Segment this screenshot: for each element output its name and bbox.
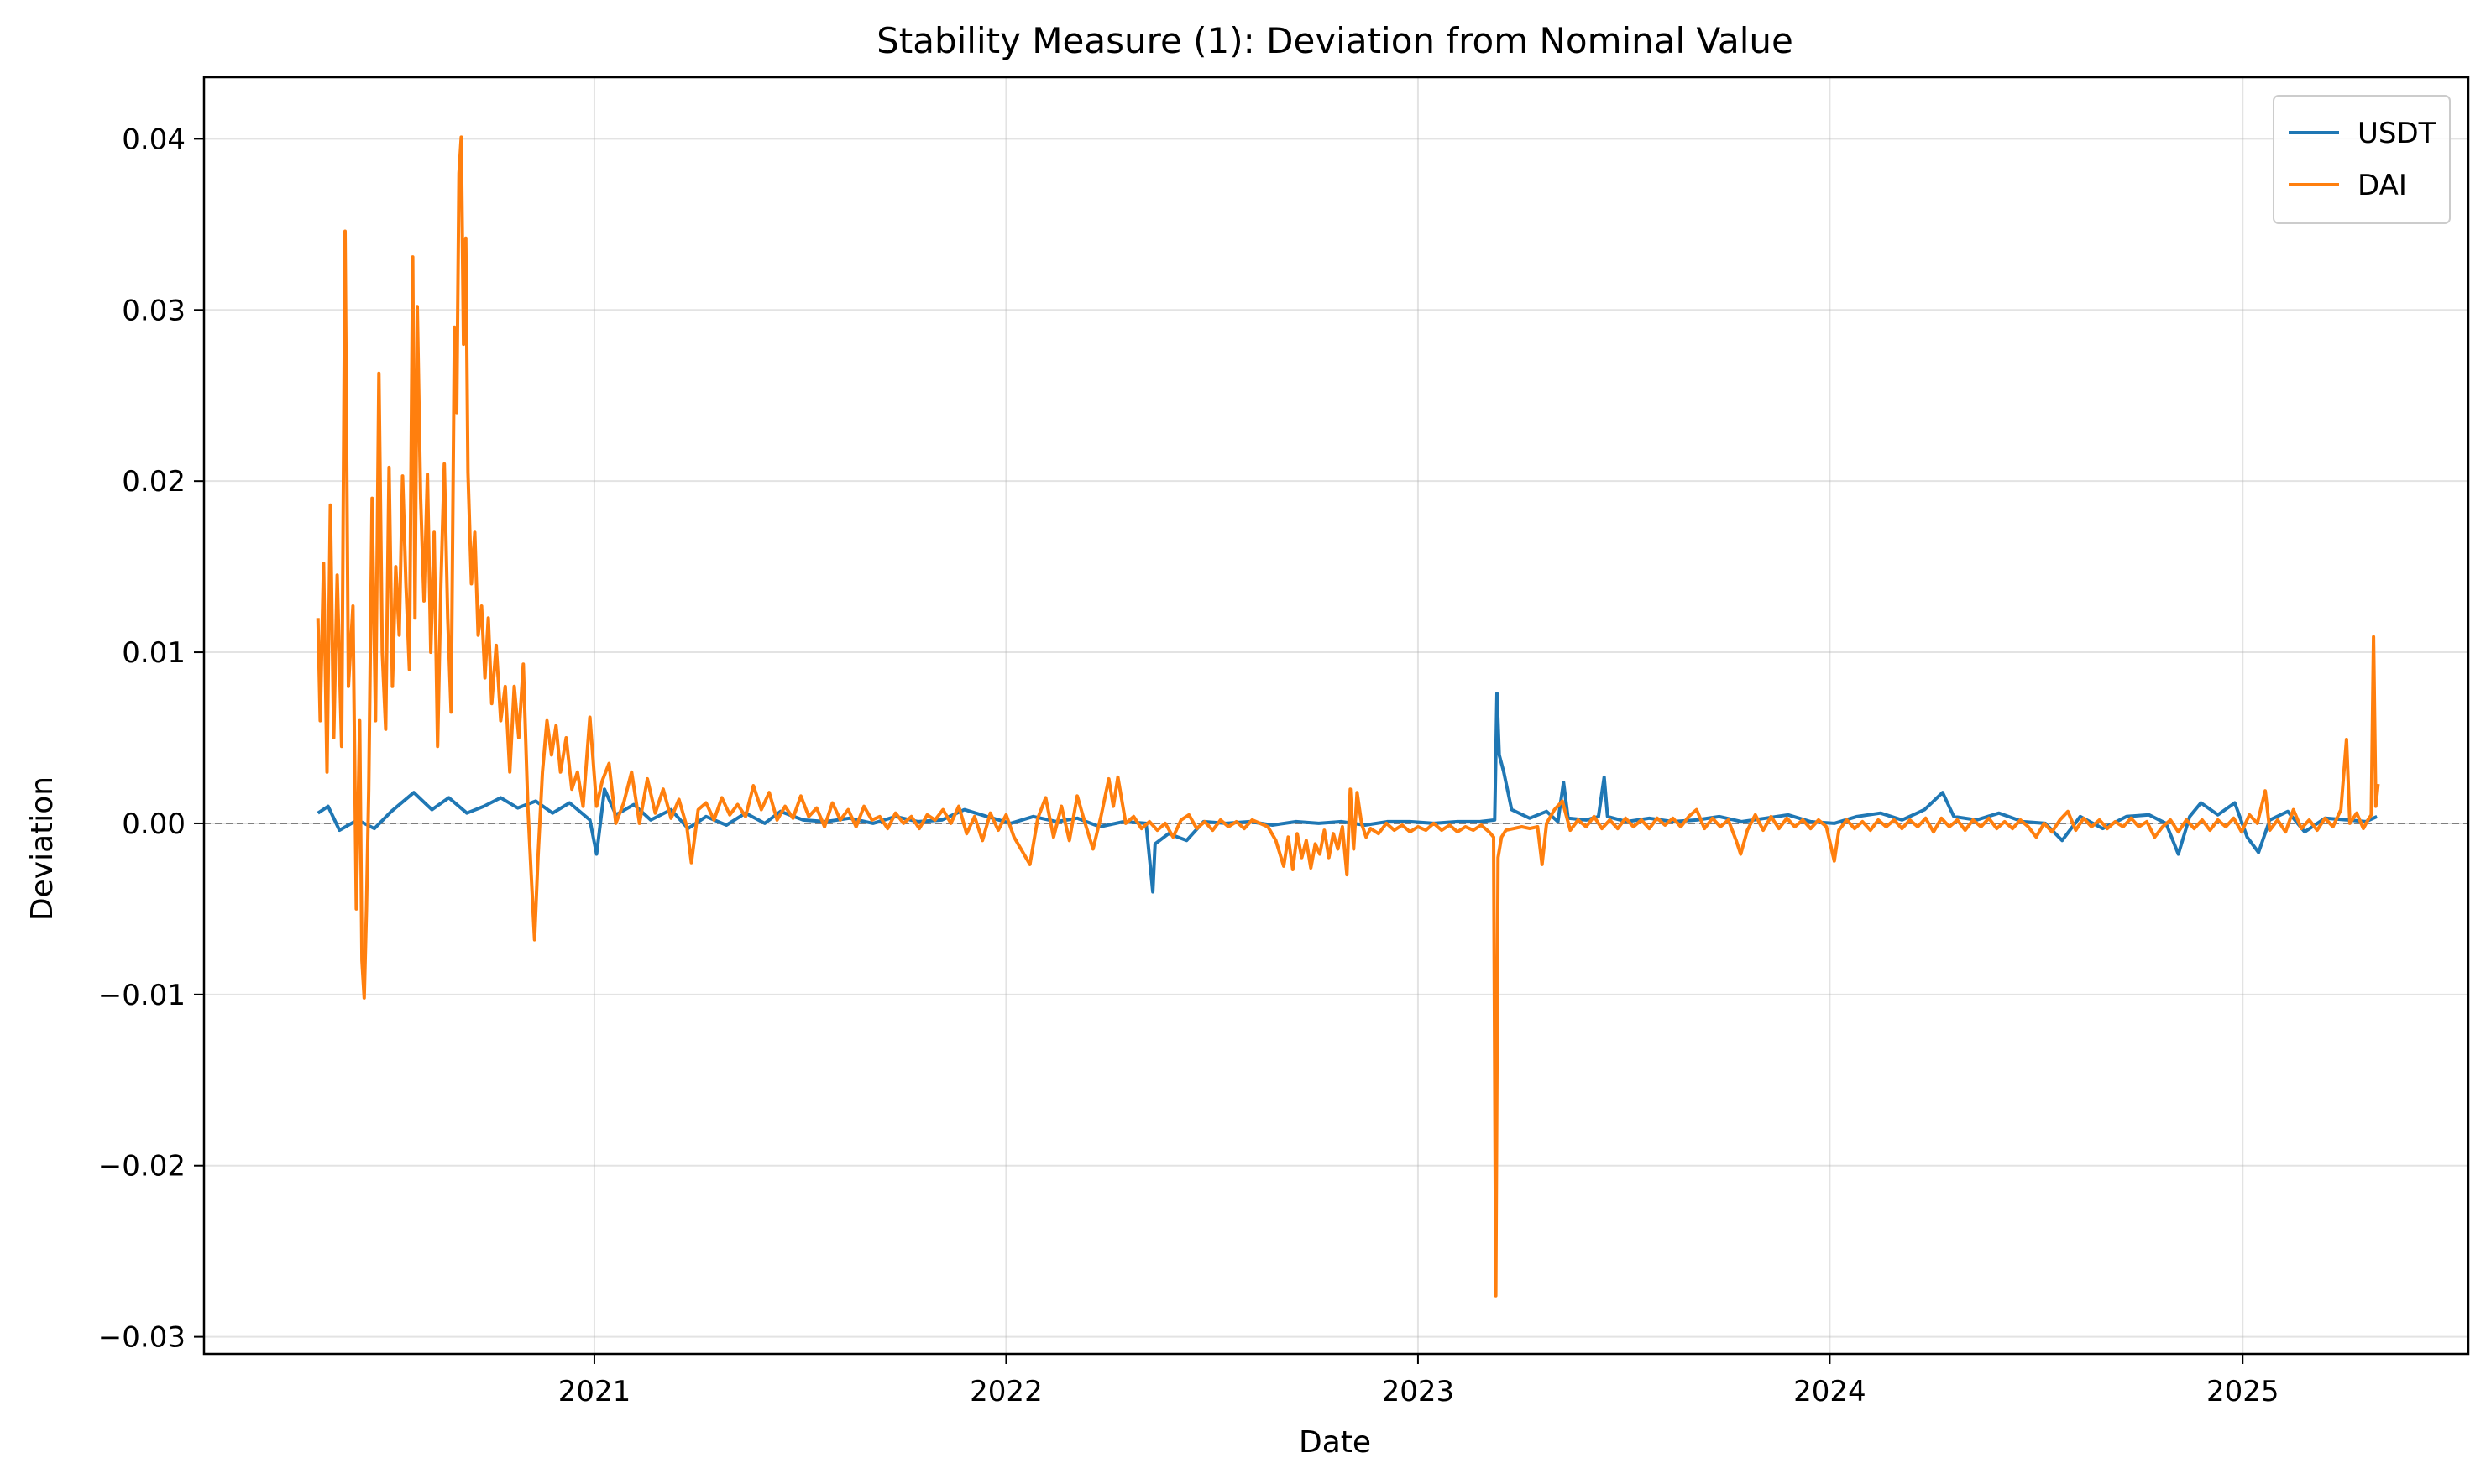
x-tick-label: 2021 (558, 1375, 631, 1408)
legend-label: USDT (2358, 117, 2436, 150)
x-tick-label: 2022 (970, 1375, 1043, 1408)
series-line-dai (316, 135, 2380, 1298)
x-tick-label: 2023 (1382, 1375, 1455, 1408)
x-axis-label: Date (1299, 1425, 1371, 1460)
y-tick-label: 0.01 (122, 636, 186, 670)
legend: USDT DAI (2273, 95, 2451, 224)
y-tick-label: 0.02 (122, 465, 186, 499)
y-tick-label: 0.03 (122, 294, 186, 327)
x-axis: 2021 2022 2023 2024 2025 (558, 1354, 2279, 1408)
y-tick-label: −0.03 (98, 1321, 186, 1355)
legend-box (2273, 95, 2451, 224)
series-layer (316, 135, 2380, 1298)
x-tick-label: 2025 (2206, 1375, 2279, 1408)
y-axis: −0.03 −0.02 −0.01 0.00 0.01 0.02 0.03 0.04 (98, 123, 204, 1355)
y-axis-label: Deviation (25, 776, 60, 921)
y-tick-label: 0.04 (122, 123, 186, 156)
plot-frame (202, 76, 2470, 1356)
y-tick-label: −0.01 (98, 979, 186, 1012)
y-tick-label: 0.00 (122, 807, 186, 841)
legend-label: DAI (2358, 169, 2407, 202)
y-tick-label: −0.02 (98, 1150, 186, 1184)
chart-title: Stability Measure (1): Deviation from No… (877, 20, 1793, 61)
x-tick-label: 2024 (1793, 1375, 1866, 1408)
